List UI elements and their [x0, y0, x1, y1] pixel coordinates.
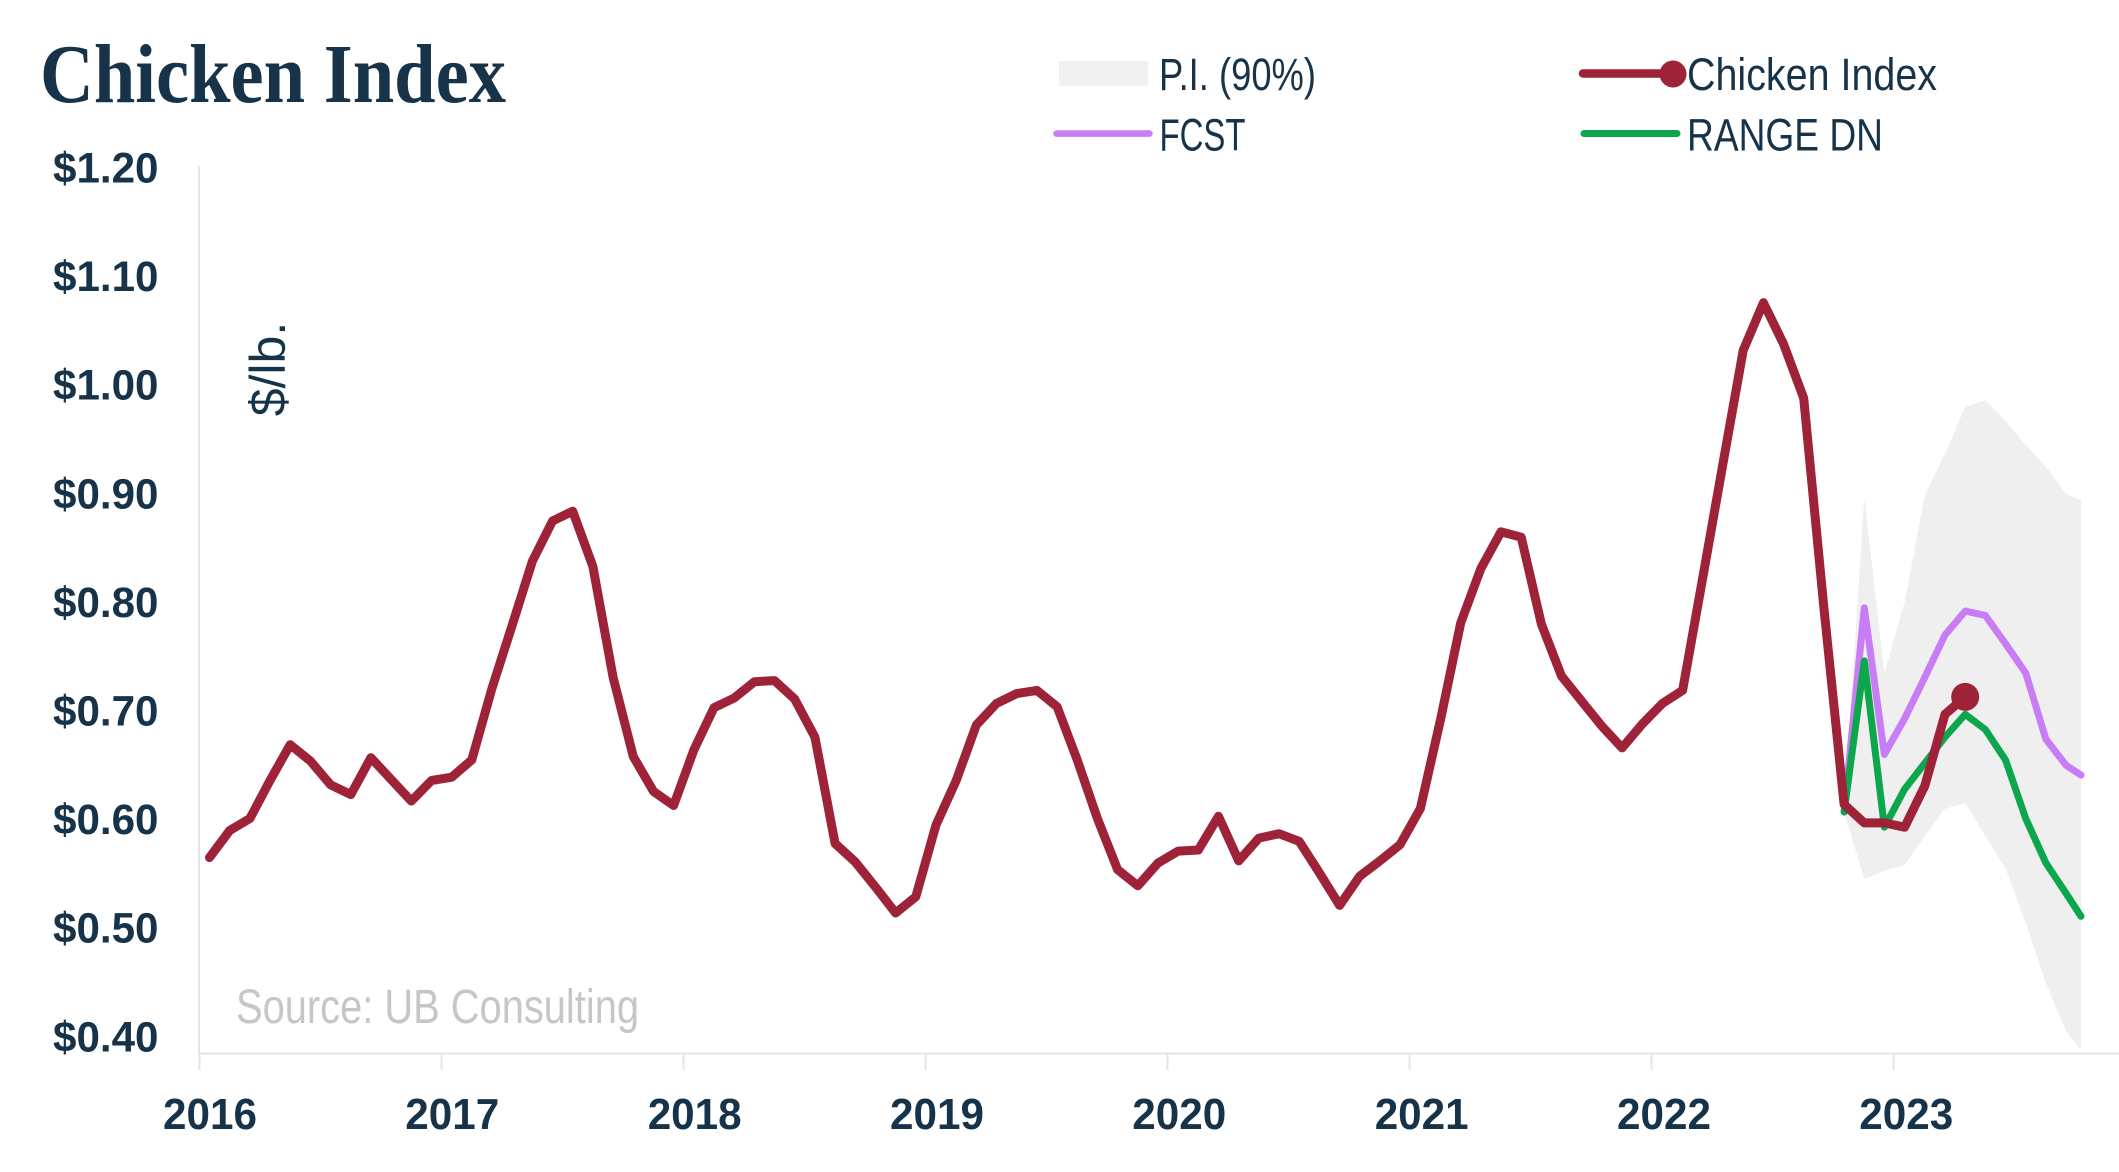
svg-text:$0.60: $0.60 [53, 796, 159, 844]
svg-text:2017: 2017 [405, 1091, 499, 1139]
svg-text:Chicken Index: Chicken Index [40, 28, 506, 121]
svg-text:2016: 2016 [163, 1091, 257, 1139]
svg-text:P.I. (90%): P.I. (90%) [1159, 49, 1316, 100]
svg-text:2018: 2018 [648, 1091, 742, 1139]
svg-text:Source: UB Consulting: Source: UB Consulting [236, 981, 639, 1034]
svg-text:RANGE DN: RANGE DN [1687, 110, 1883, 161]
svg-text:2020: 2020 [1132, 1091, 1226, 1139]
svg-text:$0.40: $0.40 [53, 1013, 159, 1061]
svg-text:$1.20: $1.20 [53, 145, 159, 193]
svg-text:$0.50: $0.50 [53, 905, 159, 953]
svg-text:$1.00: $1.00 [53, 362, 159, 410]
svg-text:$0.90: $0.90 [53, 470, 159, 518]
svg-text:$1.10: $1.10 [53, 253, 159, 301]
svg-text:2023: 2023 [1859, 1091, 1953, 1139]
svg-text:2022: 2022 [1617, 1091, 1711, 1139]
svg-text:FCST: FCST [1160, 110, 1246, 161]
svg-text:$/lb.: $/lb. [240, 322, 296, 417]
svg-text:$0.70: $0.70 [53, 688, 159, 736]
svg-text:2021: 2021 [1375, 1091, 1469, 1139]
svg-text:$0.80: $0.80 [53, 579, 159, 627]
svg-text:Chicken Index: Chicken Index [1687, 49, 1937, 100]
svg-text:2019: 2019 [890, 1091, 984, 1139]
